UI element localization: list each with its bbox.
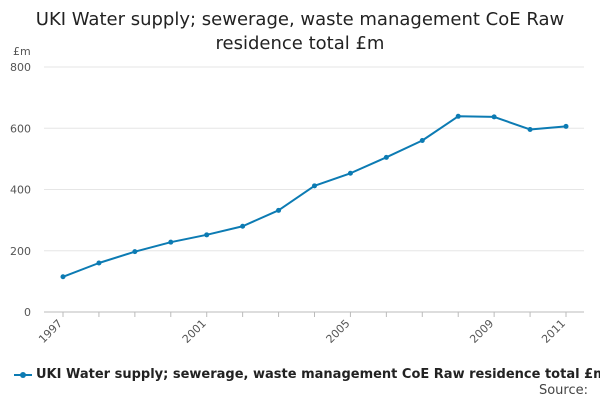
y-unit-label: £m bbox=[13, 45, 31, 58]
data-point bbox=[455, 113, 461, 119]
x-axis-ticks: 1997 2001 2005 2009 2011 bbox=[36, 312, 568, 346]
y-tick-label: 600 bbox=[10, 122, 31, 135]
data-point bbox=[527, 126, 533, 132]
data-point bbox=[96, 260, 102, 266]
data-point bbox=[204, 232, 210, 238]
data-point bbox=[563, 123, 569, 129]
data-point bbox=[347, 170, 353, 176]
x-tick-label: 2005 bbox=[324, 317, 353, 346]
data-point bbox=[60, 274, 66, 280]
y-axis-ticks: 0 200 400 600 800 bbox=[10, 61, 31, 319]
y-tick-label: 800 bbox=[10, 61, 31, 74]
legend-label: UKI Water supply; sewerage, waste manage… bbox=[36, 367, 600, 382]
data-point bbox=[491, 114, 497, 120]
data-point bbox=[276, 207, 282, 213]
data-point bbox=[383, 154, 389, 160]
series-layer bbox=[60, 113, 569, 280]
gridlines bbox=[44, 66, 584, 313]
legend[interactable]: UKI Water supply; sewerage, waste manage… bbox=[14, 367, 600, 382]
data-point bbox=[312, 183, 317, 189]
x-tick-label: 2011 bbox=[539, 317, 568, 346]
legend-line-icon bbox=[14, 369, 32, 381]
series-line bbox=[62, 115, 567, 278]
y-tick-label: 0 bbox=[24, 306, 31, 319]
data-point bbox=[168, 239, 174, 245]
chart-title: UKI Water supply; sewerage, waste manage… bbox=[35, 9, 565, 54]
y-tick-label: 400 bbox=[10, 184, 31, 197]
data-point bbox=[132, 249, 138, 255]
data-point bbox=[419, 138, 425, 143]
x-tick-label: 2009 bbox=[467, 317, 496, 346]
x-tick-label: 2001 bbox=[180, 317, 209, 346]
data-point bbox=[240, 223, 246, 229]
source-label: Source: bbox=[538, 383, 588, 398]
y-tick-label: 200 bbox=[10, 245, 31, 258]
x-tick-label: 1997 bbox=[36, 317, 65, 346]
